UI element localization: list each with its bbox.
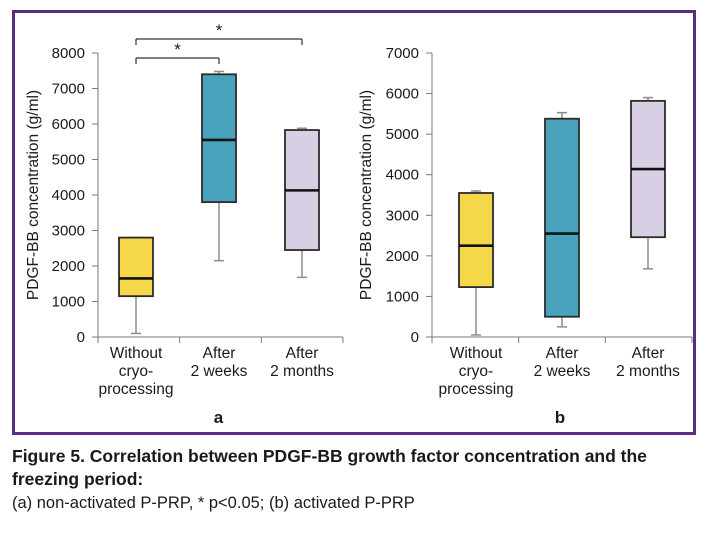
y-axis-title: PDGF-BB concentration (g/ml): [25, 90, 42, 300]
caption-note: (a) non-activated P-PRP, * p<0.05; (b) a…: [12, 494, 415, 512]
box-1: [118, 236, 154, 335]
figure-frame: [12, 10, 696, 435]
significance-bracket: *: [135, 40, 220, 64]
x-category-label: 2 weeks: [534, 363, 591, 380]
y-tick-label: 2000: [386, 248, 419, 265]
y-tick-label: 7000: [52, 81, 85, 98]
x-category-label: 2 months: [616, 363, 680, 380]
y-tick-label: 3000: [52, 223, 85, 240]
x-category-label: After: [286, 345, 319, 362]
y-tick-label: 1000: [52, 294, 85, 311]
x-category-label: After: [632, 345, 665, 362]
box-3: [630, 96, 666, 270]
box-iqr: [458, 192, 494, 288]
y-tick-label: 0: [77, 329, 85, 346]
y-tick-label: 5000: [52, 152, 85, 169]
y-tick-label: 0: [411, 329, 419, 346]
y-tick-label: 2000: [52, 258, 85, 275]
box-1: [458, 190, 494, 336]
panel-label: a: [214, 408, 224, 427]
x-category-label: 2 weeks: [191, 363, 248, 380]
figure-caption: Figure 5. Correlation between PDGF-BB gr…: [12, 445, 702, 515]
y-tick-label: 6000: [52, 116, 85, 133]
x-category-label: Without: [450, 345, 503, 362]
x-category-label: After: [546, 345, 579, 362]
significance-bracket: *: [135, 21, 303, 45]
y-tick-label: 3000: [386, 207, 419, 224]
x-category-label: 2 months: [270, 363, 334, 380]
box-3: [284, 127, 320, 279]
chart-canvas: 0 1000 2000 3000 4000 5000 6000 7000 8000 PDGF-BB…: [25, 21, 693, 427]
y-tick-label: 5000: [386, 126, 419, 143]
y-tick-label: 7000: [386, 45, 419, 62]
chart-panel-a: 0 1000 2000 3000 4000 5000 6000 7000 8000 PDGF-BB…: [25, 21, 344, 427]
significance-star: *: [174, 40, 181, 59]
caption-title: Figure 5. Correlation between PDGF-BB gr…: [12, 446, 647, 489]
y-tick-label: 4000: [52, 187, 85, 204]
box-iqr: [544, 117, 580, 318]
x-category-label: processing: [439, 381, 514, 398]
box-2: [544, 111, 580, 328]
y-tick-label: 4000: [386, 167, 419, 184]
box-iqr: [118, 236, 154, 298]
chart-panel-b: 0 1000 2000 3000 4000 5000 6000 7000 PDGF-BB con…: [358, 45, 693, 427]
y-axis-title: PDGF-BB concentration (g/ml): [358, 90, 375, 300]
box-2: [201, 70, 237, 262]
box-iqr: [201, 73, 237, 204]
y-tick-label: 8000: [52, 45, 85, 62]
significance-star: *: [216, 21, 223, 40]
x-category-label: Without: [110, 345, 163, 362]
panel-label: b: [555, 408, 565, 427]
y-tick-label: 1000: [386, 288, 419, 305]
y-tick-label: 6000: [386, 86, 419, 103]
x-category-label: After: [203, 345, 236, 362]
x-category-label: cryo-: [459, 363, 493, 380]
x-category-label: processing: [99, 381, 174, 398]
x-category-label: cryo-: [119, 363, 153, 380]
